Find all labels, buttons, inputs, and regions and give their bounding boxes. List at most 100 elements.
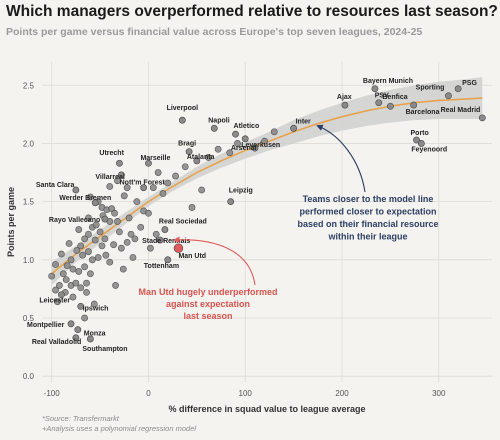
club-point [65, 240, 73, 247]
label-arsenal: Arsenal [231, 145, 257, 152]
x-tick-label: 300 [432, 389, 446, 398]
label-santa-clara: Santa Clara [36, 182, 75, 189]
point-napoli [210, 124, 218, 132]
label-atletico: Atletico [234, 123, 260, 130]
club-point [86, 270, 94, 278]
club-point [127, 230, 135, 238]
club-point [73, 247, 81, 254]
club-point [98, 242, 106, 250]
model-line-arrow [316, 124, 366, 193]
confidence-band [51, 77, 483, 286]
model-line-note-line: within their league [327, 232, 407, 242]
point-porto [413, 136, 420, 144]
club-point [114, 177, 121, 185]
data-points [48, 85, 486, 343]
club-point [270, 128, 278, 136]
club-point [205, 154, 212, 161]
club-point [72, 279, 80, 287]
point-santa-clara [72, 186, 80, 194]
club-point [69, 293, 77, 301]
y-tick-label: 1.0 [23, 256, 35, 265]
club-point [57, 250, 65, 258]
club-point [67, 256, 75, 264]
point-utrecht [116, 159, 123, 167]
club-point [133, 198, 141, 206]
club-point [83, 279, 90, 287]
club-point [77, 284, 85, 292]
model-line-note-line: based on their financial resource [297, 219, 438, 229]
club-point [152, 230, 160, 238]
x-tick-label: 100 [239, 389, 253, 398]
club-point [56, 282, 63, 289]
point-tottenham [164, 256, 172, 264]
club-point [91, 236, 99, 244]
club-point [90, 300, 98, 308]
y-tick-label: 0.0 [23, 372, 35, 381]
club-point [106, 258, 114, 266]
club-point [112, 282, 119, 289]
club-point [52, 286, 59, 294]
label-liverpool: Liverpool [167, 105, 199, 112]
label-bragi: Bragi [178, 141, 196, 148]
label-montpellier: Montpellier [27, 322, 65, 329]
club-point [149, 184, 157, 192]
club-point [129, 254, 137, 261]
man-utd-arrow [173, 236, 256, 286]
club-point [159, 190, 167, 197]
club-point [85, 248, 92, 256]
club-point [94, 254, 102, 261]
point-nott-m-forest [140, 184, 148, 192]
model-line-note-line: performed closer to expectation [299, 207, 436, 217]
label-leipzig: Leipzig [229, 188, 253, 195]
x-tick-label: 0 [146, 389, 151, 398]
club-point [48, 272, 56, 280]
label-barcelona: Barcelona [406, 109, 440, 116]
label-marseille: Marseille [140, 155, 170, 162]
label-tottenham: Tottenham [144, 263, 179, 270]
club-point [188, 204, 196, 211]
label-monza: Monza [84, 331, 106, 338]
label-atalanta: Atalanta [187, 154, 215, 161]
label-napoli: Napoli [208, 117, 229, 124]
club-point [85, 214, 92, 222]
point-werder-bremen [91, 199, 99, 207]
club-point [234, 140, 241, 147]
club-point [116, 228, 123, 236]
label-leverkusen: Leverkusen [241, 142, 280, 149]
club-point [88, 256, 96, 264]
club-point [123, 184, 131, 192]
club-point [92, 221, 100, 229]
regression-line [51, 97, 483, 275]
annotation-arrows [173, 124, 366, 286]
point-leipzig [227, 198, 235, 206]
club-point [81, 314, 88, 322]
point-leverkusen [241, 135, 249, 143]
club-point [75, 268, 83, 275]
y-tick-label: 0.5 [23, 314, 35, 323]
annotations: Man Utd hugely underperformed against exp… [138, 194, 438, 321]
label-werder-bremen: Werder Bremen [59, 195, 111, 202]
club-point [181, 163, 189, 171]
club-point [102, 251, 110, 259]
club-point [77, 242, 85, 250]
club-point [117, 244, 125, 252]
point-atletico [232, 130, 239, 138]
method-note: +Analysis uses a polynomial regression m… [42, 423, 197, 433]
label-ipswich: Ipswich [83, 305, 109, 312]
label-inter: Inter [296, 118, 311, 125]
point-inter [290, 124, 298, 132]
man-utd-note-line: last season [183, 311, 232, 321]
x-tick-label: -100 [44, 389, 61, 398]
y-tick-label: 2.5 [23, 81, 35, 90]
label-porto: Porto [411, 130, 429, 137]
club-point [172, 172, 179, 180]
point-real-sociedad [161, 226, 169, 233]
club-point [164, 179, 172, 187]
point-ajax [341, 101, 349, 109]
point-stade-rennais [156, 236, 164, 244]
point-psg [454, 85, 462, 93]
point-feyenoord [417, 140, 425, 147]
club-point [75, 226, 83, 233]
label-nott-m-forest: Nott'm Forest [120, 180, 166, 187]
